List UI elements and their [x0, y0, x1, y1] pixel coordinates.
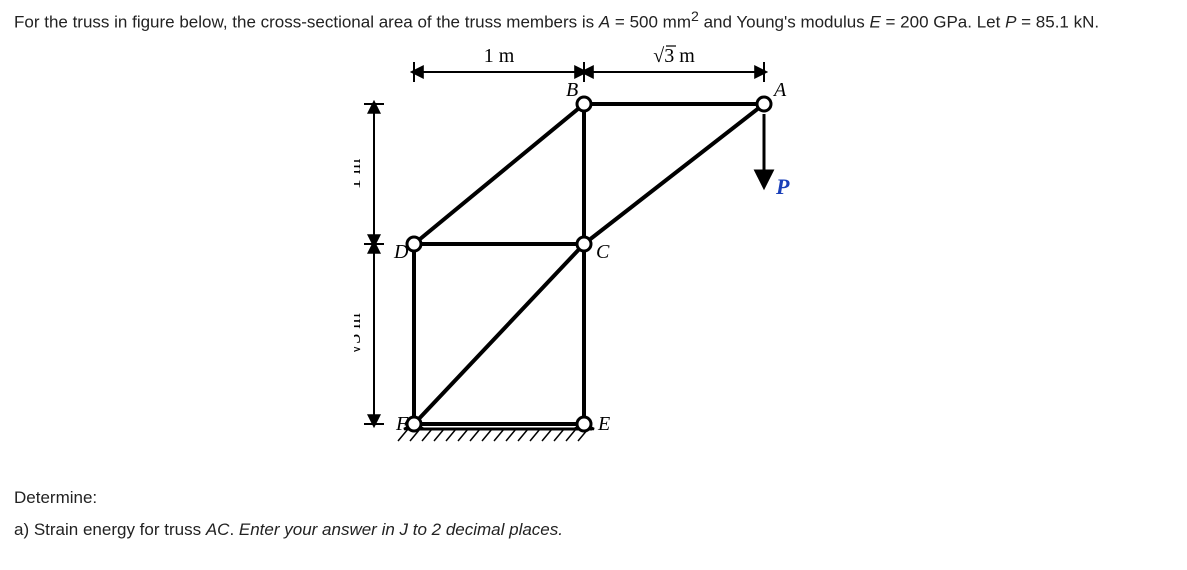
text: For the truss in figure below, the cross… — [14, 13, 599, 32]
svg-text:F: F — [395, 413, 409, 435]
svg-text:P: P — [775, 174, 790, 199]
text: a) Strain energy for truss — [14, 520, 206, 539]
part-a: a) Strain energy for truss AC. Enter you… — [14, 520, 1173, 540]
svg-text:C: C — [596, 241, 610, 263]
var-E: E — [869, 13, 880, 32]
svg-text:1 m: 1 m — [483, 45, 514, 67]
hint: Enter your answer in J to 2 decimal plac… — [239, 520, 563, 539]
member-name: AC — [206, 520, 230, 539]
svg-text:D: D — [393, 241, 409, 263]
figure-container: A B C D E F P 1 m √3 m 1 m √3 m — [14, 44, 1173, 464]
svg-text:1 m: 1 m — [354, 159, 365, 190]
determine-label: Determine: — [14, 488, 1173, 508]
text: = 85.1 kN. — [1016, 13, 1099, 32]
var-P: P — [1005, 13, 1016, 32]
svg-text:√3 m: √3 m — [354, 313, 365, 355]
text: and Young's modulus — [699, 13, 870, 32]
text: = 500 mm — [610, 13, 691, 32]
svg-text:A: A — [772, 79, 787, 101]
svg-text:E: E — [597, 413, 610, 435]
text: = 200 GPa. Let — [881, 13, 1005, 32]
question-block: Determine: a) Strain energy for truss AC… — [14, 488, 1173, 540]
problem-statement: For the truss in figure below, the cross… — [14, 8, 1173, 34]
truss-diagram: A B C D E F P 1 m √3 m 1 m √3 m — [354, 44, 834, 464]
svg-text:B: B — [566, 79, 578, 101]
var-A: A — [599, 13, 610, 32]
exp: 2 — [691, 9, 699, 25]
text: . — [229, 520, 238, 539]
svg-text:√3 m: √3 m — [653, 45, 695, 67]
